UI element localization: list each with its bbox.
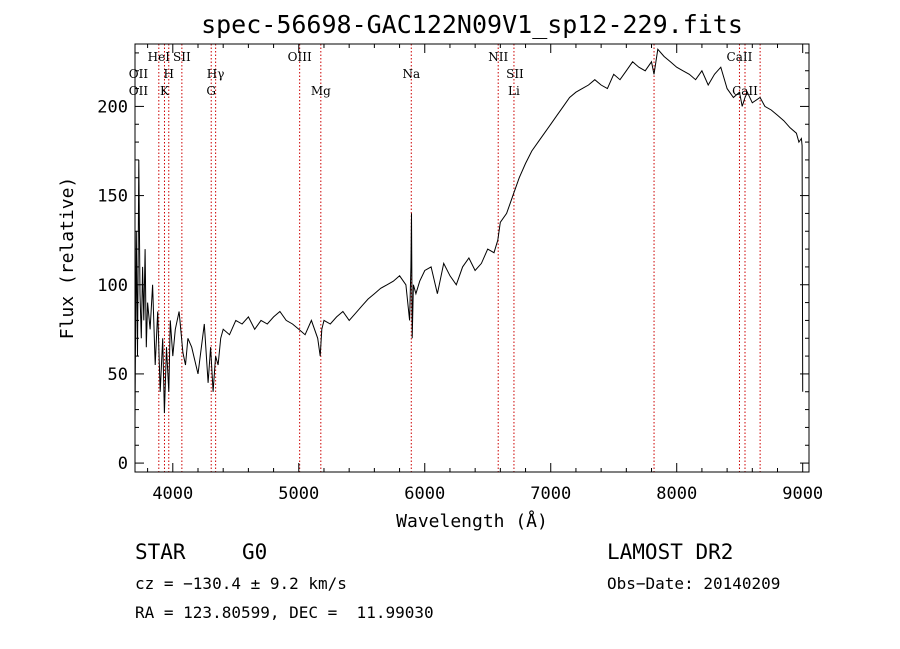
sky-coordinates: RA = 123.80599, DEC = 11.99030: [135, 603, 434, 622]
line-label-14: Li: [508, 84, 520, 98]
x-tick-label: 8000: [656, 484, 697, 504]
plot-frame: [134, 43, 810, 473]
y-tick-label: 100: [97, 276, 128, 296]
y-tick-label: 0: [118, 454, 128, 474]
x-tick-label: 4000: [152, 484, 193, 504]
spectrum-series: [134, 48, 804, 419]
y-axis-label: Flux (relative): [57, 177, 78, 340]
line-label-7: NII: [488, 50, 508, 64]
line-label-12: G: [206, 84, 216, 98]
line-label-1: HeI: [148, 50, 171, 64]
line-label-15: CaII: [732, 84, 758, 98]
line-label-13: Mg: [311, 84, 331, 98]
line-label-3: H: [164, 67, 174, 81]
line-label-0: OII: [129, 67, 149, 81]
x-tick-label: 6000: [404, 484, 445, 504]
x-tick-label: 7000: [530, 484, 571, 504]
object-class: STAR: [135, 540, 186, 564]
observation-date: Obs−Date: 20140209: [607, 574, 781, 593]
line-label-10: OII: [129, 84, 149, 98]
line-label-11: K: [160, 84, 170, 98]
x-axis-label: Wavelength (Å): [396, 510, 548, 532]
x-tick-label: 5000: [278, 484, 319, 504]
line-label-2: SII: [173, 50, 191, 64]
y-tick-label: 200: [97, 97, 128, 117]
line-label-8: SII: [506, 67, 524, 81]
line-label-6: Na: [402, 67, 420, 81]
line-label-9: CaII: [727, 50, 753, 64]
line-label-4: Hγ: [207, 67, 225, 81]
line-label-5: OIII: [288, 50, 312, 64]
object-subclass: G0: [242, 540, 268, 564]
survey-label: LAMOST DR2: [607, 540, 734, 564]
spectral-line-markers: [158, 44, 761, 472]
redshift-velocity: cz = −130.4 ± 9.2 km/s: [135, 574, 347, 593]
y-tick-label: 50: [108, 365, 128, 385]
y-tick-label: 150: [97, 187, 128, 207]
chart-title: spec-56698-GAC122N09V1_sp12-229.fits: [201, 10, 743, 39]
x-tick-label: 9000: [782, 484, 823, 504]
axis-ticks: 4000 5000 6000 7000 8000 9000 0 50 100 150 200: [97, 44, 823, 504]
spectrum-line-0: [134, 48, 804, 419]
